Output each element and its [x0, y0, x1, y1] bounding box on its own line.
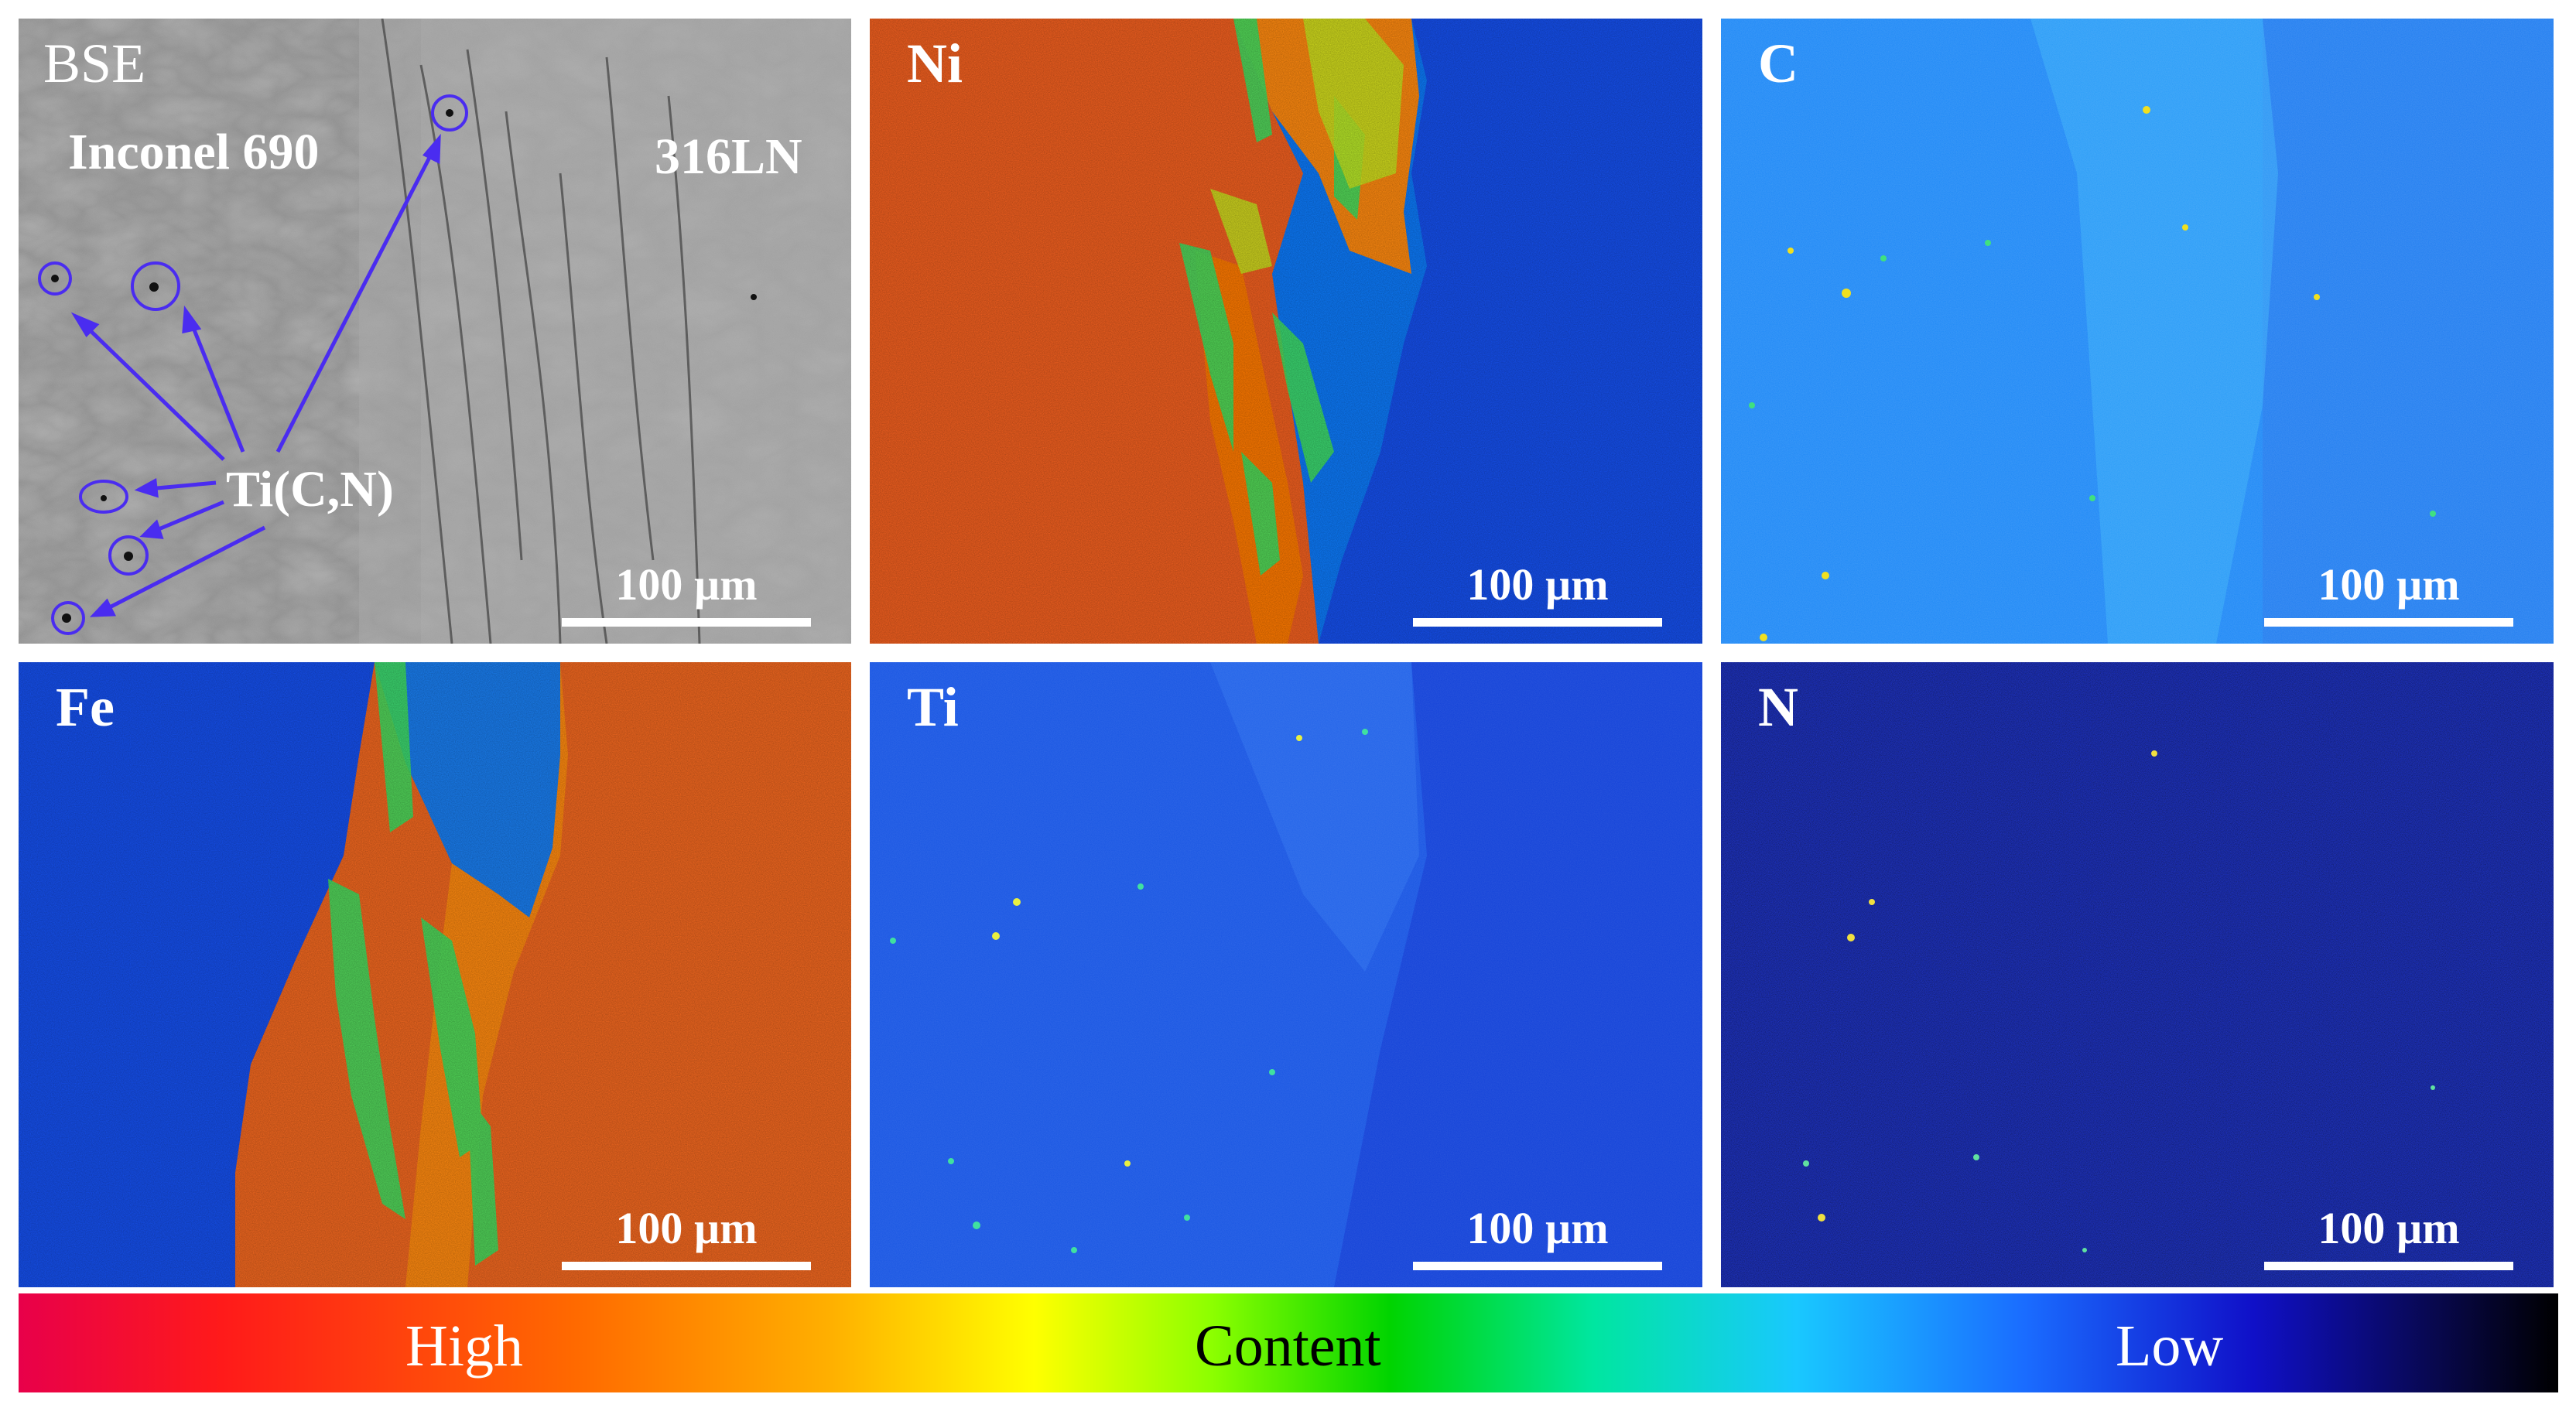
bse-panel: BSE Inconel 690 316LN Ti(C,N) 100 µm — [19, 19, 851, 644]
n-map — [1721, 662, 2554, 1287]
fe-map — [19, 662, 851, 1287]
c-panel: C 100 µm — [1721, 19, 2554, 644]
c-scale-text: 100 µm — [2318, 559, 2460, 610]
c-scale-line — [2264, 618, 2513, 627]
ni-panel: Ni 100 µm — [870, 19, 1702, 644]
fe-panel-label: Fe — [56, 676, 115, 738]
fe-scale-text: 100 µm — [615, 1203, 758, 1253]
colorbar-high-label: High — [405, 1314, 523, 1379]
c-map — [1721, 19, 2554, 644]
bse-image — [19, 19, 851, 644]
fe-panel: Fe 100 µm — [19, 662, 851, 1287]
ti-scale-line — [1413, 1262, 1662, 1270]
n-scale-bar: 100 µm — [2264, 1206, 2513, 1270]
n-scale-text: 100 µm — [2318, 1203, 2460, 1253]
ti-scale-text: 100 µm — [1466, 1203, 1609, 1253]
c-scale-bar: 100 µm — [2264, 562, 2513, 627]
ti-panel-label: Ti — [907, 676, 959, 738]
ni-scale-text: 100 µm — [1466, 559, 1609, 610]
ni-scale-bar: 100 µm — [1413, 562, 1662, 627]
ni-scale-line — [1413, 618, 1662, 627]
ticn-particle-label: Ti(C,N) — [226, 461, 394, 518]
c-panel-label: C — [1758, 32, 1798, 94]
ti-panel: Ti 100 µm — [870, 662, 1702, 1287]
ni-map — [870, 19, 1702, 644]
fe-scale-line — [562, 1262, 811, 1270]
bse-scale-bar: 100 µm — [562, 562, 811, 627]
ti-scale-bar: 100 µm — [1413, 1206, 1662, 1270]
n-panel-label: N — [1758, 676, 1798, 738]
316ln-label: 316LN — [655, 128, 802, 185]
colorbar-low-label: Low — [2116, 1314, 2224, 1379]
ti-map — [870, 662, 1702, 1287]
bse-scale-text: 100 µm — [615, 559, 758, 610]
bse-panel-label: BSE — [43, 32, 146, 94]
bse-scale-line — [562, 618, 811, 627]
inconel-690-label: Inconel 690 — [68, 124, 320, 180]
n-panel: N 100 µm — [1721, 662, 2554, 1287]
fe-scale-bar: 100 µm — [562, 1206, 811, 1270]
n-scale-line — [2264, 1262, 2513, 1270]
ni-panel-label: Ni — [907, 32, 963, 94]
colorbar-content-label: Content — [1195, 1314, 1381, 1379]
content-color-bar: High Content Low — [19, 1293, 2558, 1392]
